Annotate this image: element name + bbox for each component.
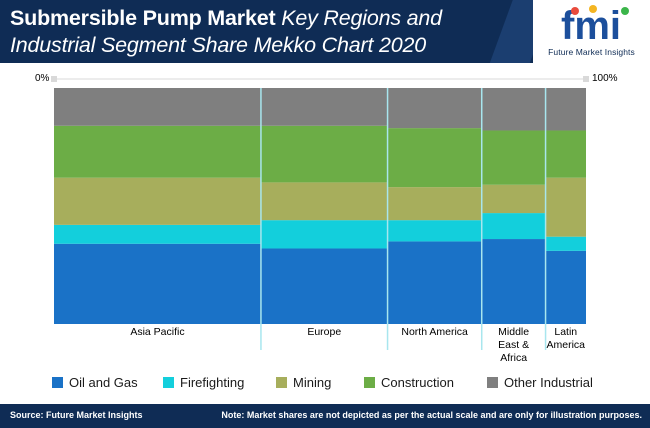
category-label: Latin America bbox=[546, 326, 586, 351]
segment-oil-and-gas-asia-pacific bbox=[54, 243, 261, 324]
category-label: Europe bbox=[307, 326, 342, 338]
title-bold: Submersible Pump Market bbox=[10, 6, 276, 30]
segment-construction-europe bbox=[260, 125, 388, 183]
title-line-2: Industrial Segment Share Mekko Chart 202… bbox=[10, 33, 427, 57]
legend-label: Firefighting bbox=[180, 374, 245, 390]
legend-label: Oil and Gas bbox=[69, 374, 138, 390]
logo: fmi Future Market Insights bbox=[533, 0, 650, 63]
legend-swatch bbox=[487, 376, 498, 388]
legend-swatch bbox=[163, 376, 174, 388]
segment-construction-middle-east-africa bbox=[481, 130, 546, 185]
axis-start-marker bbox=[51, 76, 57, 82]
logo-text: Future Market Insights bbox=[548, 47, 635, 57]
segment-other-industrial-north-america bbox=[387, 88, 482, 129]
segment-mining-asia-pacific bbox=[54, 177, 261, 225]
category-label: Asia Pacific bbox=[130, 326, 185, 338]
segment-mining-middle-east-africa bbox=[481, 184, 546, 214]
segment-oil-and-gas-europe bbox=[260, 248, 388, 324]
segment-oil-and-gas-north-america bbox=[387, 241, 482, 324]
axis-end-marker bbox=[583, 76, 589, 82]
axis-start-label: 0% bbox=[35, 73, 50, 84]
legend-item-other-industrial: Other Industrial bbox=[487, 373, 593, 391]
fmi-logo-icon: fmi bbox=[561, 4, 629, 47]
legend-label: Construction bbox=[381, 374, 454, 390]
legend-item-construction: Construction bbox=[364, 373, 454, 391]
legend: Oil and Gas Firefighting Mining Constructio… bbox=[0, 373, 650, 391]
segment-oil-and-gas-latin-america bbox=[545, 250, 586, 324]
legend-label: Mining bbox=[293, 374, 332, 390]
category-label: Middle East & Africa bbox=[498, 326, 530, 364]
note-text: Note: Market shares are not depicted as … bbox=[221, 410, 642, 420]
segment-other-industrial-europe bbox=[260, 88, 388, 126]
legend-swatch bbox=[52, 376, 63, 388]
segment-other-industrial-middle-east-africa bbox=[481, 88, 546, 131]
segment-construction-asia-pacific bbox=[54, 125, 261, 178]
mekko-chart bbox=[51, 76, 589, 350]
legend-swatch bbox=[364, 376, 375, 388]
segment-firefighting-europe bbox=[260, 220, 388, 249]
source-text: Source: Future Market Insights bbox=[10, 410, 143, 420]
legend-swatch bbox=[276, 376, 287, 388]
footer: Source: Future Market Insights Note: Mar… bbox=[0, 404, 650, 428]
axis-end-label: 100% bbox=[592, 73, 618, 84]
legend-label: Other Industrial bbox=[504, 374, 593, 390]
segment-construction-latin-america bbox=[545, 130, 586, 178]
segment-construction-north-america bbox=[387, 128, 482, 188]
segment-firefighting-north-america bbox=[387, 220, 482, 242]
segment-firefighting-latin-america bbox=[545, 236, 586, 251]
header-banner: Submersible Pump Market Key Regions and … bbox=[0, 0, 650, 63]
segment-mining-latin-america bbox=[545, 177, 586, 237]
legend-item-mining: Mining bbox=[276, 373, 331, 391]
segment-mining-europe bbox=[260, 182, 388, 221]
segment-other-industrial-asia-pacific bbox=[54, 88, 261, 126]
segment-firefighting-middle-east-africa bbox=[481, 213, 546, 240]
title-italic: Key Regions and bbox=[275, 6, 442, 30]
chart-title: Submersible Pump Market Key Regions and … bbox=[10, 5, 530, 59]
segment-other-industrial-latin-america bbox=[545, 88, 586, 131]
category-label: North America bbox=[401, 326, 468, 338]
segment-oil-and-gas-middle-east-africa bbox=[481, 239, 546, 324]
segment-firefighting-asia-pacific bbox=[54, 224, 261, 244]
segment-mining-north-america bbox=[387, 187, 482, 221]
legend-item-oil-and-gas: Oil and Gas bbox=[52, 373, 138, 391]
legend-item-firefighting: Firefighting bbox=[163, 373, 244, 391]
